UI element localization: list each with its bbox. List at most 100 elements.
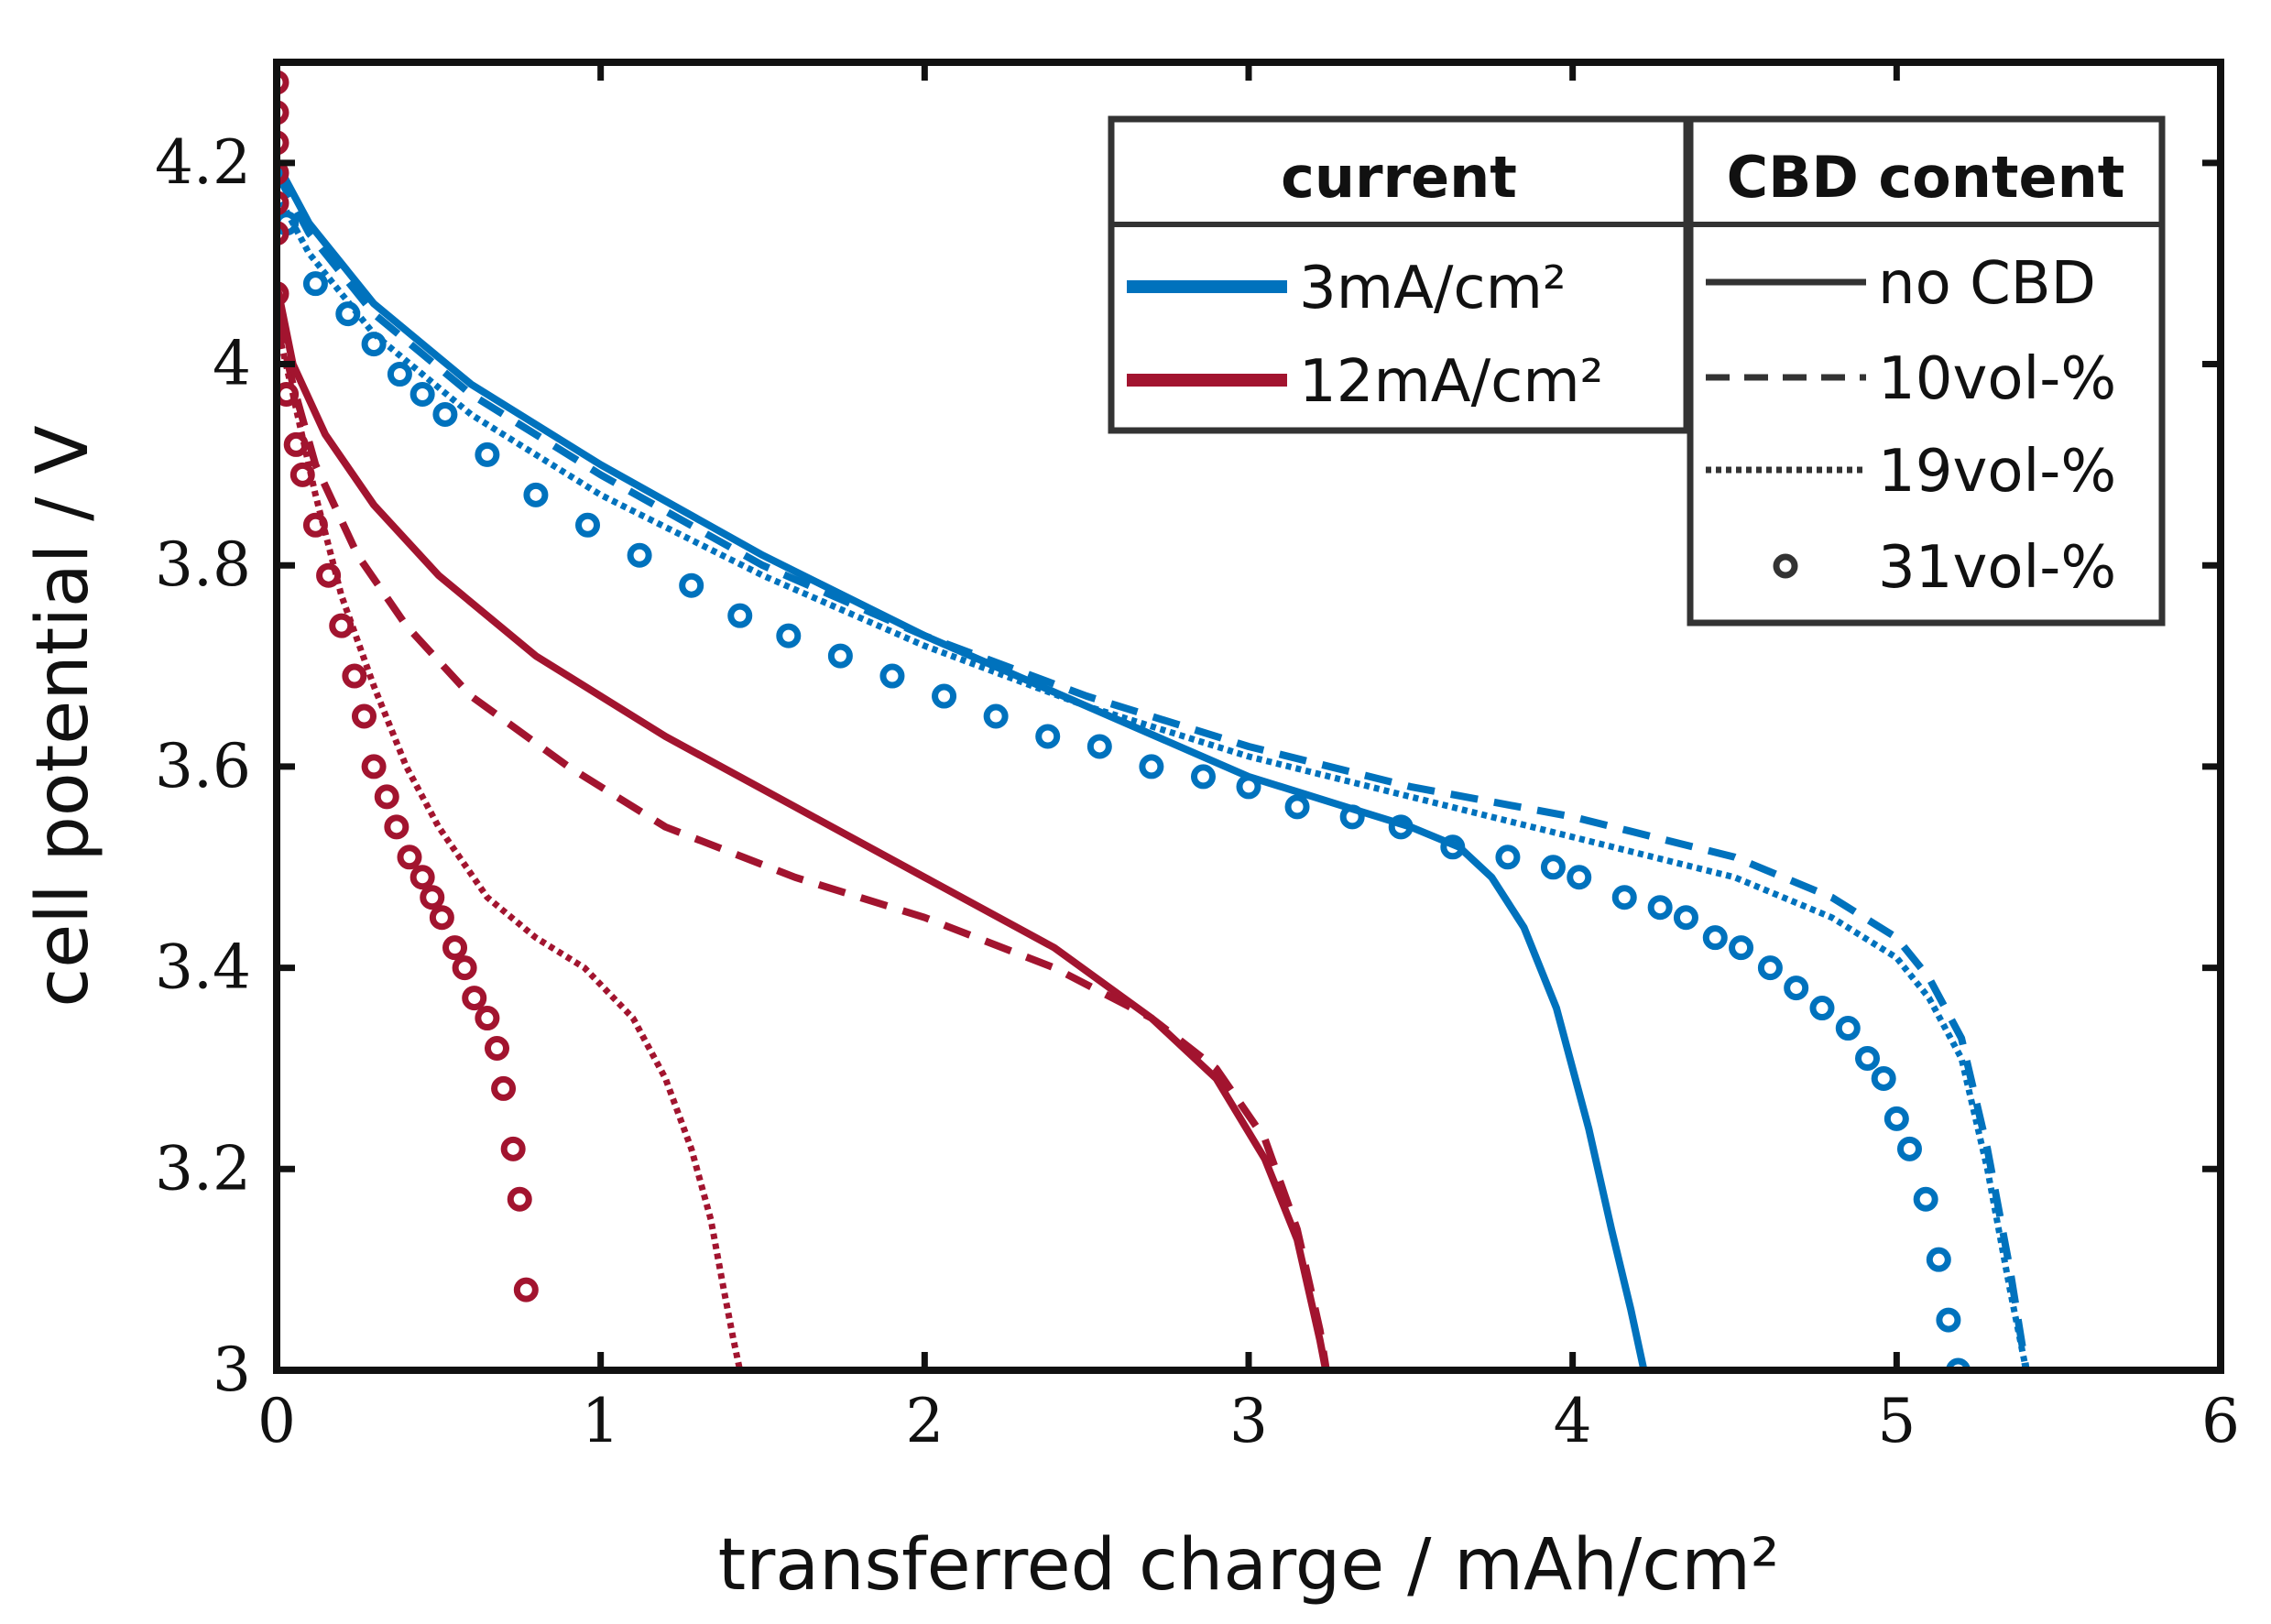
data-point xyxy=(679,572,704,598)
data-point xyxy=(523,482,549,507)
data-point xyxy=(1896,1136,1922,1161)
legend-cbd: CBD content no CBD 10vol-% 19vol-% 31vol… xyxy=(1687,115,2166,627)
x-tick-label: 6 xyxy=(2201,1386,2240,1456)
legend-cbd-title: CBD content xyxy=(1727,144,2125,211)
data-point xyxy=(491,1075,517,1101)
data-point xyxy=(1883,1106,1909,1131)
series-3ma-cm-31vol xyxy=(277,211,1971,1370)
data-point xyxy=(1139,754,1164,779)
data-point xyxy=(277,191,289,216)
data-point xyxy=(1236,774,1261,800)
data-point xyxy=(277,160,289,186)
data-point xyxy=(627,542,652,568)
data-point xyxy=(776,623,802,649)
y-tick-label: 3.8 xyxy=(155,529,251,600)
data-point xyxy=(335,301,361,327)
data-point xyxy=(575,512,601,538)
data-point xyxy=(442,935,468,961)
data-point xyxy=(500,1136,526,1161)
legend-label-12ma: 12mA/cm² xyxy=(1299,348,1603,416)
x-tick-label: 3 xyxy=(1229,1386,1268,1456)
data-point xyxy=(277,322,289,347)
data-point xyxy=(484,1035,509,1061)
legend-label-31vol: 31vol-% xyxy=(1878,534,2116,602)
data-point xyxy=(1567,865,1592,890)
data-point xyxy=(432,401,458,427)
data-point xyxy=(429,905,454,931)
data-point xyxy=(475,1006,500,1031)
series-12ma-cm-no-cbd xyxy=(277,282,1330,1370)
data-point xyxy=(1936,1307,1961,1333)
data-point xyxy=(1926,1247,1951,1272)
data-point xyxy=(277,221,289,246)
data-point xyxy=(409,865,435,890)
series-12ma-cm-10vol xyxy=(277,312,1330,1370)
legend-current: current 3mA/cm² 12mA/cm² xyxy=(1108,115,1690,434)
data-point xyxy=(342,663,367,689)
plot-frame xyxy=(273,59,2224,1374)
data-point xyxy=(283,431,309,457)
data-point xyxy=(1913,1186,1938,1212)
y-tick-label: 4 xyxy=(213,329,251,399)
data-point xyxy=(727,603,753,628)
data-point xyxy=(302,512,328,538)
y-axis-title: cell potential / V xyxy=(22,425,104,1007)
data-point xyxy=(1339,804,1365,830)
legend-label-19vol: 19vol-% xyxy=(1878,438,2116,506)
data-point xyxy=(1495,845,1521,870)
series-line xyxy=(277,191,2030,1370)
series-layer xyxy=(277,70,2030,1370)
y-tick-label: 3.4 xyxy=(155,932,251,1003)
data-point xyxy=(1871,1065,1896,1091)
series-12ma-cm-31vol xyxy=(277,70,539,1302)
tick-layer: 0 1 2 3 4 5 6 3 3.2 3.4 3.6 3.8 4 4.2 xyxy=(155,62,2240,1456)
x-tick-label: 2 xyxy=(905,1386,944,1456)
x-axis-title: transferred charge / mAh/cm² xyxy=(718,1524,1780,1607)
data-point xyxy=(1440,834,1466,860)
data-point xyxy=(1611,885,1637,910)
data-point xyxy=(329,613,355,638)
data-point xyxy=(384,814,409,840)
data-point xyxy=(361,754,387,779)
data-point xyxy=(1540,855,1566,880)
y-tick-label: 3.2 xyxy=(155,1133,251,1204)
x-tick-label: 5 xyxy=(1877,1386,1916,1456)
data-point xyxy=(1946,1357,1971,1370)
data-point xyxy=(1284,794,1310,820)
legend-cbd-box xyxy=(1687,115,2166,627)
data-point xyxy=(932,683,957,709)
y-tick-label: 3 xyxy=(213,1335,251,1405)
series-line xyxy=(277,312,1330,1370)
data-point xyxy=(302,271,328,297)
series-3ma-cm-19vol xyxy=(277,191,2030,1370)
data-point xyxy=(983,703,1009,729)
legend-label-no-cbd: no CBD xyxy=(1878,250,2096,318)
data-point xyxy=(475,441,500,467)
series-3ma-cm-no-cbd xyxy=(277,160,1648,1370)
data-point xyxy=(351,703,377,729)
series-line xyxy=(277,160,1648,1370)
data-point xyxy=(507,1186,532,1212)
data-point xyxy=(827,643,853,669)
legend-label-3ma: 3mA/cm² xyxy=(1299,255,1567,322)
data-point xyxy=(462,986,487,1011)
data-point xyxy=(277,130,289,156)
data-point xyxy=(1673,905,1698,931)
data-point xyxy=(879,663,905,689)
data-point xyxy=(513,1277,539,1302)
data-point xyxy=(1190,764,1216,790)
data-point xyxy=(374,784,399,810)
x-tick-label: 1 xyxy=(582,1386,620,1456)
series-line xyxy=(277,282,1330,1370)
data-point xyxy=(289,462,315,487)
data-point xyxy=(277,100,289,125)
y-tick-label: 4.2 xyxy=(155,127,251,198)
data-point xyxy=(361,332,387,357)
x-tick-label: 4 xyxy=(1554,1386,1592,1456)
data-point xyxy=(409,381,435,407)
data-point xyxy=(1757,955,1783,981)
data-point xyxy=(1647,895,1673,921)
data-point xyxy=(1835,1016,1861,1041)
legend-current-title: current xyxy=(1281,144,1517,211)
data-point xyxy=(316,562,342,588)
